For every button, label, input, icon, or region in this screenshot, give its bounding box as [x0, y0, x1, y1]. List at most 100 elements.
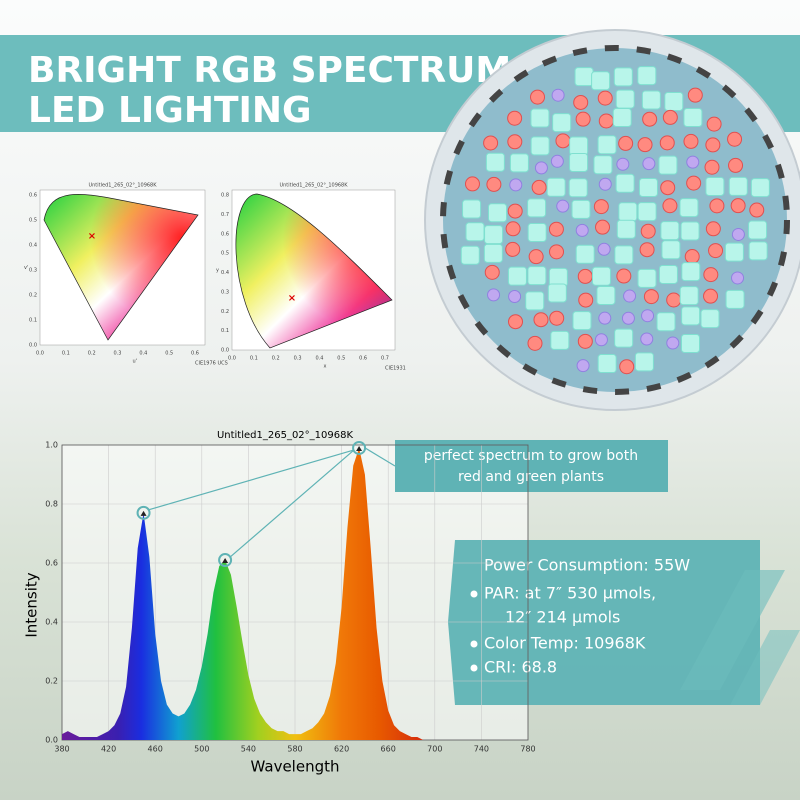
led-chip	[505, 221, 521, 237]
x-tick-label: 460	[148, 745, 163, 754]
led-chip	[462, 199, 482, 219]
led-chip	[637, 66, 657, 86]
chart-title: Untitled1_265_02°_10968K	[217, 430, 354, 441]
led-chip	[594, 333, 608, 347]
cie-x-tick: 0.6	[191, 351, 199, 357]
led-chip	[748, 220, 768, 240]
led-chip	[724, 242, 744, 262]
led-chip	[656, 312, 676, 332]
cie-x-tick: 0.2	[272, 356, 280, 362]
led-chip	[598, 311, 612, 325]
led-chip	[730, 198, 746, 214]
led-chip	[508, 290, 522, 304]
led-chip	[683, 108, 703, 128]
led-chip	[556, 199, 570, 213]
cie-x-tick: 0.4	[315, 356, 323, 362]
led-chip	[591, 71, 611, 91]
cie-x-tick: 0.7	[381, 356, 389, 362]
led-chip	[552, 113, 572, 133]
led-chip	[577, 333, 593, 349]
led-chip	[576, 359, 590, 373]
led-chip	[640, 223, 656, 239]
led-chip	[637, 202, 657, 222]
led-chip	[623, 289, 637, 303]
cie-y-tick: 0.5	[221, 251, 229, 257]
led-chip	[485, 152, 505, 172]
led-chip	[595, 219, 611, 235]
led-chip	[687, 87, 703, 103]
led-chip	[637, 268, 657, 288]
x-tick-label: 780	[520, 745, 535, 754]
cie-x-tick: 0.2	[88, 351, 96, 357]
led-chip	[683, 133, 699, 149]
cie-gamut	[43, 194, 199, 341]
led-chip	[664, 92, 684, 112]
led-chip	[597, 354, 617, 374]
led-chip	[660, 221, 680, 241]
cie-y-tick: 0.4	[29, 243, 37, 249]
bullet	[470, 590, 478, 598]
led-chip	[507, 134, 523, 150]
led-chip	[616, 157, 630, 171]
peak-dot	[222, 558, 229, 564]
led-chip	[748, 241, 768, 261]
led-chip	[505, 241, 521, 257]
led-chip	[614, 328, 634, 348]
cie-y-tick: 0.8	[221, 193, 229, 199]
cie-x-tick: 0.3	[294, 356, 302, 362]
led-chip	[680, 221, 700, 241]
led-chip	[593, 155, 613, 175]
spec-line: CRI: 68.8	[484, 658, 557, 677]
led-chip	[700, 309, 720, 329]
led-chip	[613, 67, 633, 87]
cie-point: ×	[288, 293, 296, 304]
led-chip	[569, 152, 589, 172]
cie-x-tick: 0.1	[62, 351, 70, 357]
led-chip	[728, 157, 744, 173]
x-tick-label: 420	[101, 745, 116, 754]
led-chip	[528, 249, 544, 265]
led-chip	[666, 292, 682, 308]
led-chip	[686, 175, 702, 191]
led-chip	[679, 198, 699, 218]
cie-y-label: y	[216, 268, 219, 274]
led-chip	[507, 110, 523, 126]
led-chip	[640, 332, 654, 346]
led-chip	[550, 154, 564, 168]
led-chip	[573, 94, 589, 110]
led-chip	[680, 334, 700, 354]
led-chip	[572, 311, 592, 331]
led-chip	[598, 113, 614, 129]
led-chip	[637, 137, 653, 153]
led-chip	[531, 179, 547, 195]
led-chip	[659, 135, 675, 151]
led-chip	[530, 108, 550, 128]
peak-marker	[218, 553, 233, 568]
led-chip	[484, 264, 500, 280]
led-chip	[684, 249, 700, 265]
led-chip	[575, 223, 589, 237]
led-chip	[575, 111, 591, 127]
led-chip	[550, 330, 570, 350]
callout-line	[364, 447, 396, 467]
led-chip	[708, 243, 724, 259]
cie-x-tick: 0.0	[36, 351, 44, 357]
led-chip	[731, 271, 745, 285]
cie-y-tick: 0.1	[221, 328, 229, 334]
cie-y-tick: 0.0	[221, 348, 229, 354]
cie-y-tick: 0.0	[29, 343, 37, 349]
decoration	[680, 570, 785, 690]
cie-y-tick: 0.2	[221, 309, 229, 315]
led-chip	[704, 159, 720, 175]
spec-line: Color Temp: 10968K	[484, 634, 646, 653]
led-chip	[709, 198, 725, 214]
led-chip	[618, 202, 638, 222]
led-chip	[728, 176, 748, 196]
x-tick-label: 700	[427, 745, 442, 754]
cie-y-tick: 0.7	[221, 212, 229, 218]
bullet	[470, 664, 478, 672]
led-chip	[725, 289, 745, 309]
led-chip	[662, 109, 678, 125]
led-chip	[591, 266, 611, 286]
